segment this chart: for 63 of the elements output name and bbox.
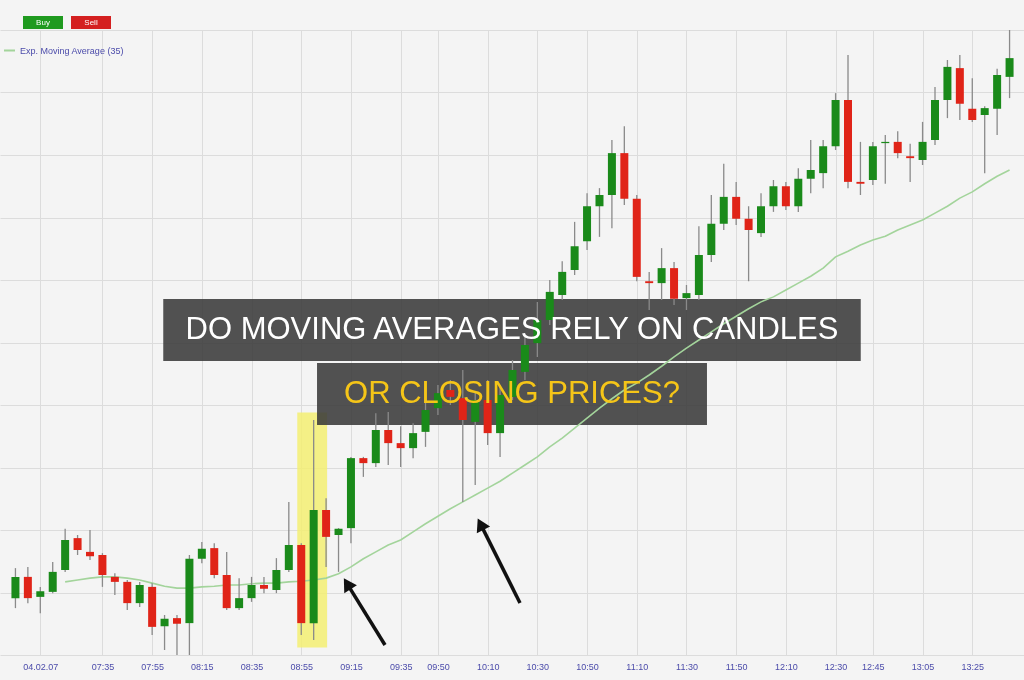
- candlestick: [980, 105, 989, 174]
- x-tick-label: 04.02.07: [23, 661, 59, 672]
- x-tick-label: 08:55: [290, 661, 314, 672]
- x-tick-label: 12:45: [862, 661, 885, 672]
- candlestick: [682, 284, 691, 311]
- x-tick-label: 10:50: [576, 661, 599, 672]
- candlestick: [36, 586, 45, 614]
- candlestick: [11, 567, 20, 609]
- x-tick-label: 07:55: [141, 661, 164, 672]
- candlestick: [558, 260, 567, 301]
- candlestick: [272, 557, 281, 594]
- candlestick: [806, 139, 815, 194]
- x-tick-label: 09:35: [389, 661, 413, 672]
- x-tick-label: 11:30: [676, 661, 698, 672]
- candlestick: [86, 529, 94, 561]
- candlestick: [259, 576, 268, 594]
- candlestick: [48, 561, 57, 594]
- legend-label: Exp. Moving Average (35): [20, 45, 124, 56]
- x-tick-label: 09:15: [340, 661, 363, 672]
- candlestick: [769, 179, 778, 213]
- candlestick: [98, 552, 107, 588]
- candlestick: [384, 411, 393, 466]
- candlestick: [657, 247, 666, 301]
- candlestick: [247, 576, 256, 603]
- candlestick: [396, 425, 405, 468]
- candlestick: [595, 187, 604, 238]
- candlestick: [235, 577, 244, 611]
- x-tick-label: 07:35: [91, 661, 115, 672]
- candlestick: [359, 456, 368, 478]
- candlestick: [570, 221, 579, 276]
- candlestick: [893, 130, 902, 159]
- x-tick-label: 11:10: [626, 661, 649, 672]
- candlestick: [160, 614, 169, 651]
- x-tick-label: 10:30: [526, 661, 550, 672]
- candlestick: [172, 614, 181, 656]
- x-tick-label: 10:10: [476, 661, 500, 672]
- x-tick-label: 11:50: [725, 661, 748, 672]
- text: Sell: [84, 17, 98, 27]
- x-tick-label: 13:25: [961, 661, 985, 672]
- candlestick: [123, 579, 132, 611]
- candlestick: [23, 566, 32, 604]
- x-tick-label: 09:50: [427, 661, 450, 672]
- x-tick-label: 12:30: [824, 661, 848, 672]
- candlestick: [918, 121, 927, 166]
- x-tick-label: 08:15: [191, 661, 214, 672]
- candlestick: [968, 77, 977, 123]
- candlestick: [744, 205, 753, 282]
- candlestick: [409, 422, 418, 459]
- x-tick-label: 12:10: [775, 661, 798, 672]
- candlestick: [197, 541, 206, 564]
- candlestick: [110, 572, 119, 596]
- x-tick-label: 08:35: [240, 661, 264, 672]
- candlestick: [732, 181, 741, 226]
- candlestick: [73, 534, 82, 556]
- candlestick: [645, 271, 654, 311]
- candlestick: [906, 143, 915, 183]
- text: Buy: [36, 17, 50, 27]
- candlestick: [856, 141, 865, 196]
- x-tick-label: 13:05: [911, 661, 935, 672]
- candlestick: [135, 581, 144, 608]
- candlestick: [334, 527, 343, 573]
- candlestick: [781, 181, 790, 211]
- candlestick: [1005, 29, 1014, 99]
